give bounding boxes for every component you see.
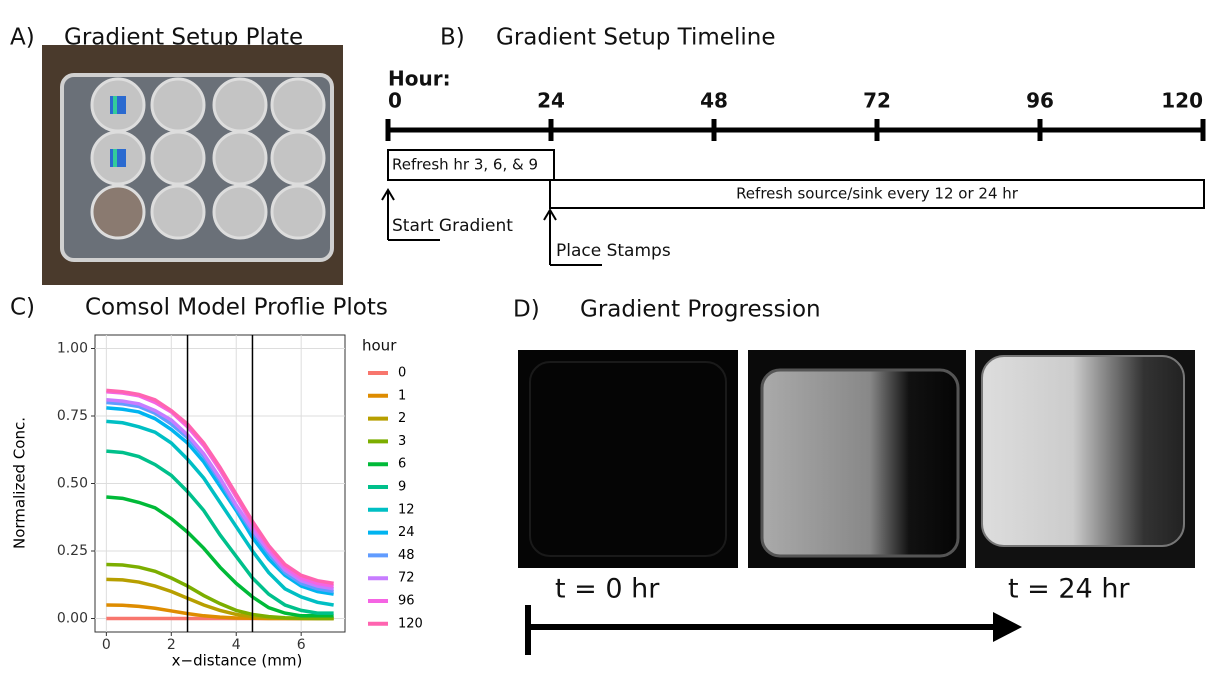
timeline-tick-label: 24	[537, 89, 565, 113]
timeline-tick-label: 120	[1161, 89, 1203, 113]
time-label: t = 24 hr	[1008, 574, 1130, 605]
panel-label: A)	[10, 25, 35, 51]
y-tick-label: 0.75	[57, 408, 88, 424]
x-tick-label: 6	[297, 637, 306, 653]
x-tick-label: 2	[167, 637, 176, 653]
y-tick-label: 0.00	[57, 611, 88, 627]
panel-label: B)	[440, 25, 465, 51]
panel-title: Gradient Setup Timeline	[496, 25, 775, 51]
legend-label: 0	[398, 366, 406, 381]
y-axis-title: Normalized Conc.	[11, 417, 29, 549]
panel-label: C)	[10, 295, 35, 321]
legend-label: 9	[398, 480, 406, 495]
timeline-ticks: 0 24 48 72 96 120	[388, 89, 1203, 142]
annotation: Place Stamps	[556, 241, 671, 261]
panel-label: D)	[513, 297, 540, 323]
legend-label: 24	[398, 525, 415, 540]
legend-label: 48	[398, 548, 415, 563]
timeline-axis-title: Hour:	[388, 67, 451, 91]
timeline-tick-label: 48	[700, 89, 728, 113]
legend-title: hour	[362, 337, 397, 355]
y-tick-label: 1.00	[57, 341, 88, 357]
box-label: Refresh hr 3, 6, & 9	[392, 156, 538, 174]
legend-label: 2	[398, 411, 406, 426]
timeline-tick-label: 72	[863, 89, 891, 113]
legend-label: 12	[398, 502, 415, 517]
chart-title: Comsol Model Proflie Plots	[85, 295, 388, 321]
legend-label: 96	[398, 594, 415, 609]
figure: A) Gradient Setup Plate B) Gradient Setu…	[0, 0, 1212, 676]
box-label: Refresh source/sink every 12 or 24 hr	[736, 185, 1019, 203]
y-tick-label: 0.25	[57, 543, 88, 559]
x-tick-label: 4	[232, 637, 241, 653]
page: A) Gradient Setup Plate B) Gradient Setu…	[0, 0, 1212, 676]
y-tick-label: 0.50	[57, 476, 88, 492]
arrow-head	[993, 612, 1022, 642]
legend-label: 72	[398, 571, 415, 586]
micrographs	[518, 350, 1195, 568]
legend-label: 1	[398, 388, 406, 403]
x-axis-title: x−distance (mm)	[172, 652, 303, 670]
time-label: t = 0 hr	[555, 574, 660, 605]
panel-title: Gradient Progression	[580, 297, 821, 323]
plate-photo	[42, 45, 343, 285]
legend-label: 3	[398, 434, 406, 449]
timeline-tick-label: 96	[1026, 89, 1054, 113]
legend-label: 120	[398, 616, 423, 631]
arrow	[528, 605, 995, 655]
annotation: Start Gradient	[392, 216, 513, 236]
x-tick-label: 0	[102, 637, 111, 653]
legend-label: 6	[398, 457, 406, 472]
timeline-tick-label: 0	[388, 89, 402, 113]
